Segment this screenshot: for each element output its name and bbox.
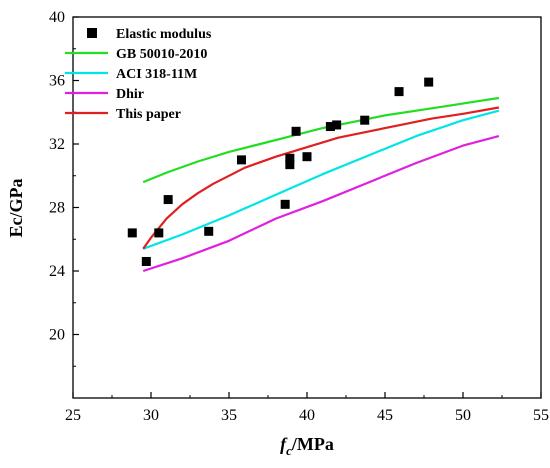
legend-label-dhir: Dhir (116, 87, 144, 102)
curve-aci-318-11m (142, 109, 500, 250)
data-point (141, 256, 151, 266)
data-point (204, 226, 214, 236)
data-points (127, 77, 434, 266)
x-tick-label: 40 (299, 407, 315, 424)
curve-dhir (142, 135, 500, 273)
data-point (280, 199, 290, 209)
x-axis-title: fc/MPa (280, 434, 334, 458)
curve-gb-50010-2010 (142, 96, 500, 184)
data-point (360, 115, 370, 125)
x-axis-title-subscript: c (286, 443, 292, 458)
x-tick-label: 45 (377, 407, 393, 424)
y-axis-ticks: 20 24 28 32 36 40 (49, 9, 79, 367)
legend-label-elastic-modulus: Elastic modulus (116, 27, 212, 42)
y-tick-label: 36 (49, 73, 65, 90)
legend-marker-elastic-modulus (87, 28, 97, 38)
data-point (154, 228, 164, 238)
data-point (291, 126, 301, 136)
x-axis-title-unit: /MPa (291, 434, 334, 454)
data-point (332, 120, 342, 130)
data-point (285, 160, 295, 170)
legend-label-aci-318-11m: ACI 318-11M (116, 67, 197, 82)
data-point (163, 195, 173, 205)
y-axis-title: Ec/GPa (6, 179, 26, 238)
legend-label-this-paper: This paper (116, 107, 181, 122)
x-tick-label: 30 (143, 407, 159, 424)
data-point (127, 228, 137, 238)
x-tick-label: 25 (65, 407, 81, 424)
data-point (285, 153, 295, 163)
data-point (236, 155, 246, 165)
x-axis-ticks: 25 30 35 40 45 50 55 (65, 392, 549, 424)
y-tick-label: 20 (49, 327, 65, 344)
x-tick-label: 50 (455, 407, 471, 424)
legend: Elastic modulus GB 50010-2010 ACI 318-11M D… (65, 27, 212, 122)
data-point (325, 122, 335, 132)
x-tick-label: 35 (221, 407, 237, 424)
y-tick-label: 28 (49, 200, 65, 217)
data-point (424, 77, 434, 87)
y-tick-label: 40 (49, 9, 65, 26)
x-axis-title-symbol: f (280, 434, 288, 454)
model-curves (142, 96, 500, 273)
y-tick-label: 32 (49, 136, 65, 153)
y-tick-label: 24 (49, 263, 65, 280)
legend-label-gb-50010-2010: GB 50010-2010 (116, 47, 207, 62)
x-tick-label: 55 (533, 407, 549, 424)
data-point (302, 152, 312, 162)
data-point (394, 87, 404, 97)
curve-this-paper (142, 106, 500, 250)
